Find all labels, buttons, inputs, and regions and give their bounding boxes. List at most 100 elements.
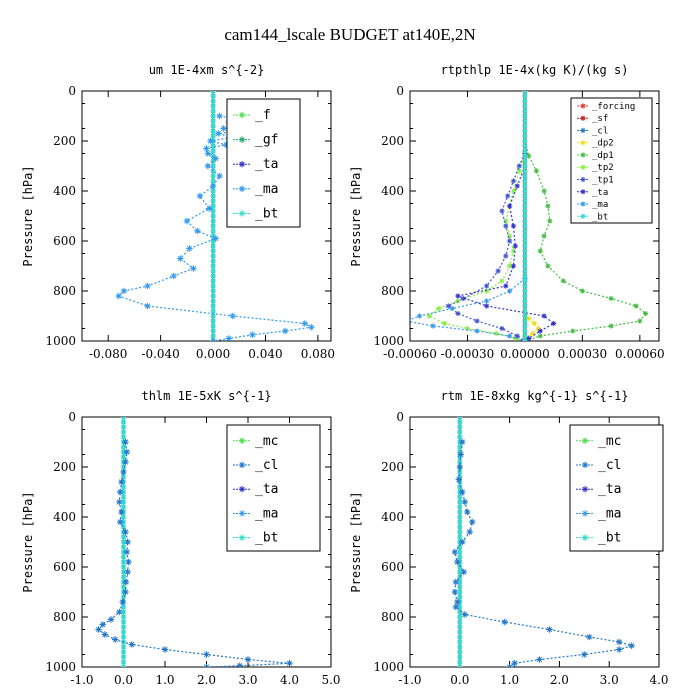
series-bt-marker [120, 659, 127, 665]
series-ta-marker [541, 313, 547, 319]
legend-marker-sf [580, 115, 586, 121]
legend-marker-bt [238, 534, 246, 541]
series-cl-marker [536, 656, 543, 663]
series-cl-marker [118, 508, 125, 516]
series-ma-marker [220, 125, 227, 132]
series-tp2-marker [516, 168, 522, 174]
series-tp2-line [428, 153, 526, 341]
x-tick-label: 0.080 [301, 347, 335, 361]
series-dp2-marker [529, 330, 536, 337]
series-bt-marker [522, 283, 528, 289]
series-dp1-marker [533, 168, 540, 174]
series-tp1-marker [495, 268, 501, 274]
series-bt-marker [210, 328, 216, 334]
series-bt-marker [210, 133, 216, 139]
y-tick-label: 600 [381, 234, 404, 248]
series-bt-marker [522, 203, 528, 209]
series-cl-marker [461, 611, 468, 618]
series-cl-marker [116, 608, 123, 616]
series-cl-marker [469, 518, 476, 526]
series-bt-marker [120, 424, 127, 430]
series-bt-marker [457, 589, 463, 595]
x-tick-label: 0.0 [450, 673, 469, 687]
series-cl-marker [120, 468, 127, 476]
panel-title: um 1E-4xm s^{-2} [149, 63, 265, 77]
series-ma-marker [216, 172, 223, 180]
series-bt-marker [120, 444, 127, 450]
legend-marker-ma [238, 185, 246, 193]
series-dp2-marker [535, 325, 541, 332]
series-bt-marker [522, 143, 528, 149]
series-cl-marker [122, 438, 129, 446]
series-bt-marker [210, 298, 216, 304]
legend-label-bt: _bt [598, 531, 621, 546]
series-ma-marker [212, 235, 219, 242]
series-cl-marker [203, 651, 210, 658]
series-bt-marker [522, 93, 528, 99]
series-ma-marker [207, 137, 214, 145]
series-dp2-marker [526, 315, 532, 322]
series-ma-marker [225, 335, 232, 341]
legend-marker-f [238, 111, 246, 119]
legend-marker-ma [581, 510, 589, 517]
series-bt-marker [457, 494, 463, 500]
series-bt-marker [522, 213, 528, 219]
series-bt-marker [210, 248, 216, 254]
series-bt-marker [457, 604, 463, 610]
series-bt-marker [210, 223, 216, 229]
legend-label-f: _f [255, 108, 271, 123]
y-tick-label: 800 [381, 284, 404, 298]
series-bt-marker [457, 417, 463, 420]
legend-label-ma: _ma [255, 182, 278, 197]
series-cl-marker [161, 646, 169, 653]
legend-label-ta: _ta [598, 482, 621, 497]
y-tick-label: 1000 [45, 334, 76, 348]
series-ma-marker [212, 155, 219, 162]
series-cl-marker [124, 538, 131, 546]
series-bt-marker [120, 609, 127, 615]
legend-marker-ta [238, 486, 246, 493]
series-bt-marker [522, 268, 528, 274]
series-bt-marker [522, 108, 528, 114]
series-bt-marker [457, 584, 463, 590]
x-tick-label: 1.0 [155, 673, 174, 687]
panel-title: thlm 1E-5xK s^{-1} [141, 389, 271, 403]
series-bt-marker [457, 519, 463, 525]
series-cl-marker [95, 626, 102, 633]
series-dp1-marker [541, 233, 547, 239]
series-ma-marker [416, 313, 423, 319]
series-bt-marker [210, 313, 216, 319]
series-cl-marker [615, 646, 623, 653]
series-cl-marker [546, 626, 553, 633]
series-bt-marker [522, 163, 528, 169]
series-bt-marker [120, 614, 127, 620]
series-bt-marker [120, 454, 127, 460]
series-ma-marker [204, 162, 212, 170]
series-bt-marker [522, 323, 528, 329]
series-bt-marker [522, 133, 528, 139]
series-bt-marker [210, 218, 216, 224]
series-bt-marker [522, 193, 528, 199]
series-cl-marker [123, 548, 131, 556]
series-tp1-marker [445, 303, 451, 309]
series-tp2-marker [503, 218, 509, 224]
series-bt-marker [210, 173, 216, 179]
series-dp1-marker [608, 295, 614, 302]
series-dp1-marker [547, 218, 553, 224]
y-axis-label: Pressure [hPa] [349, 491, 363, 592]
series-bt-marker [120, 594, 127, 600]
series-bt-marker [120, 514, 127, 520]
series-bt-marker [522, 198, 528, 204]
series-bt-marker [210, 163, 216, 169]
series-cl-marker [459, 438, 466, 446]
y-tick-label: 800 [381, 610, 404, 624]
series-bt-marker [522, 313, 528, 319]
series-dp1-marker [537, 248, 543, 254]
series-bt-marker [457, 629, 463, 635]
series-cl-marker [99, 621, 106, 628]
series-ma-marker [170, 272, 177, 280]
series-ma-marker [196, 192, 204, 200]
figure-title: cam144_lscale BUDGET at140E,2N [224, 25, 475, 44]
series-bt-marker [457, 449, 463, 455]
series-bt-marker [457, 504, 463, 510]
